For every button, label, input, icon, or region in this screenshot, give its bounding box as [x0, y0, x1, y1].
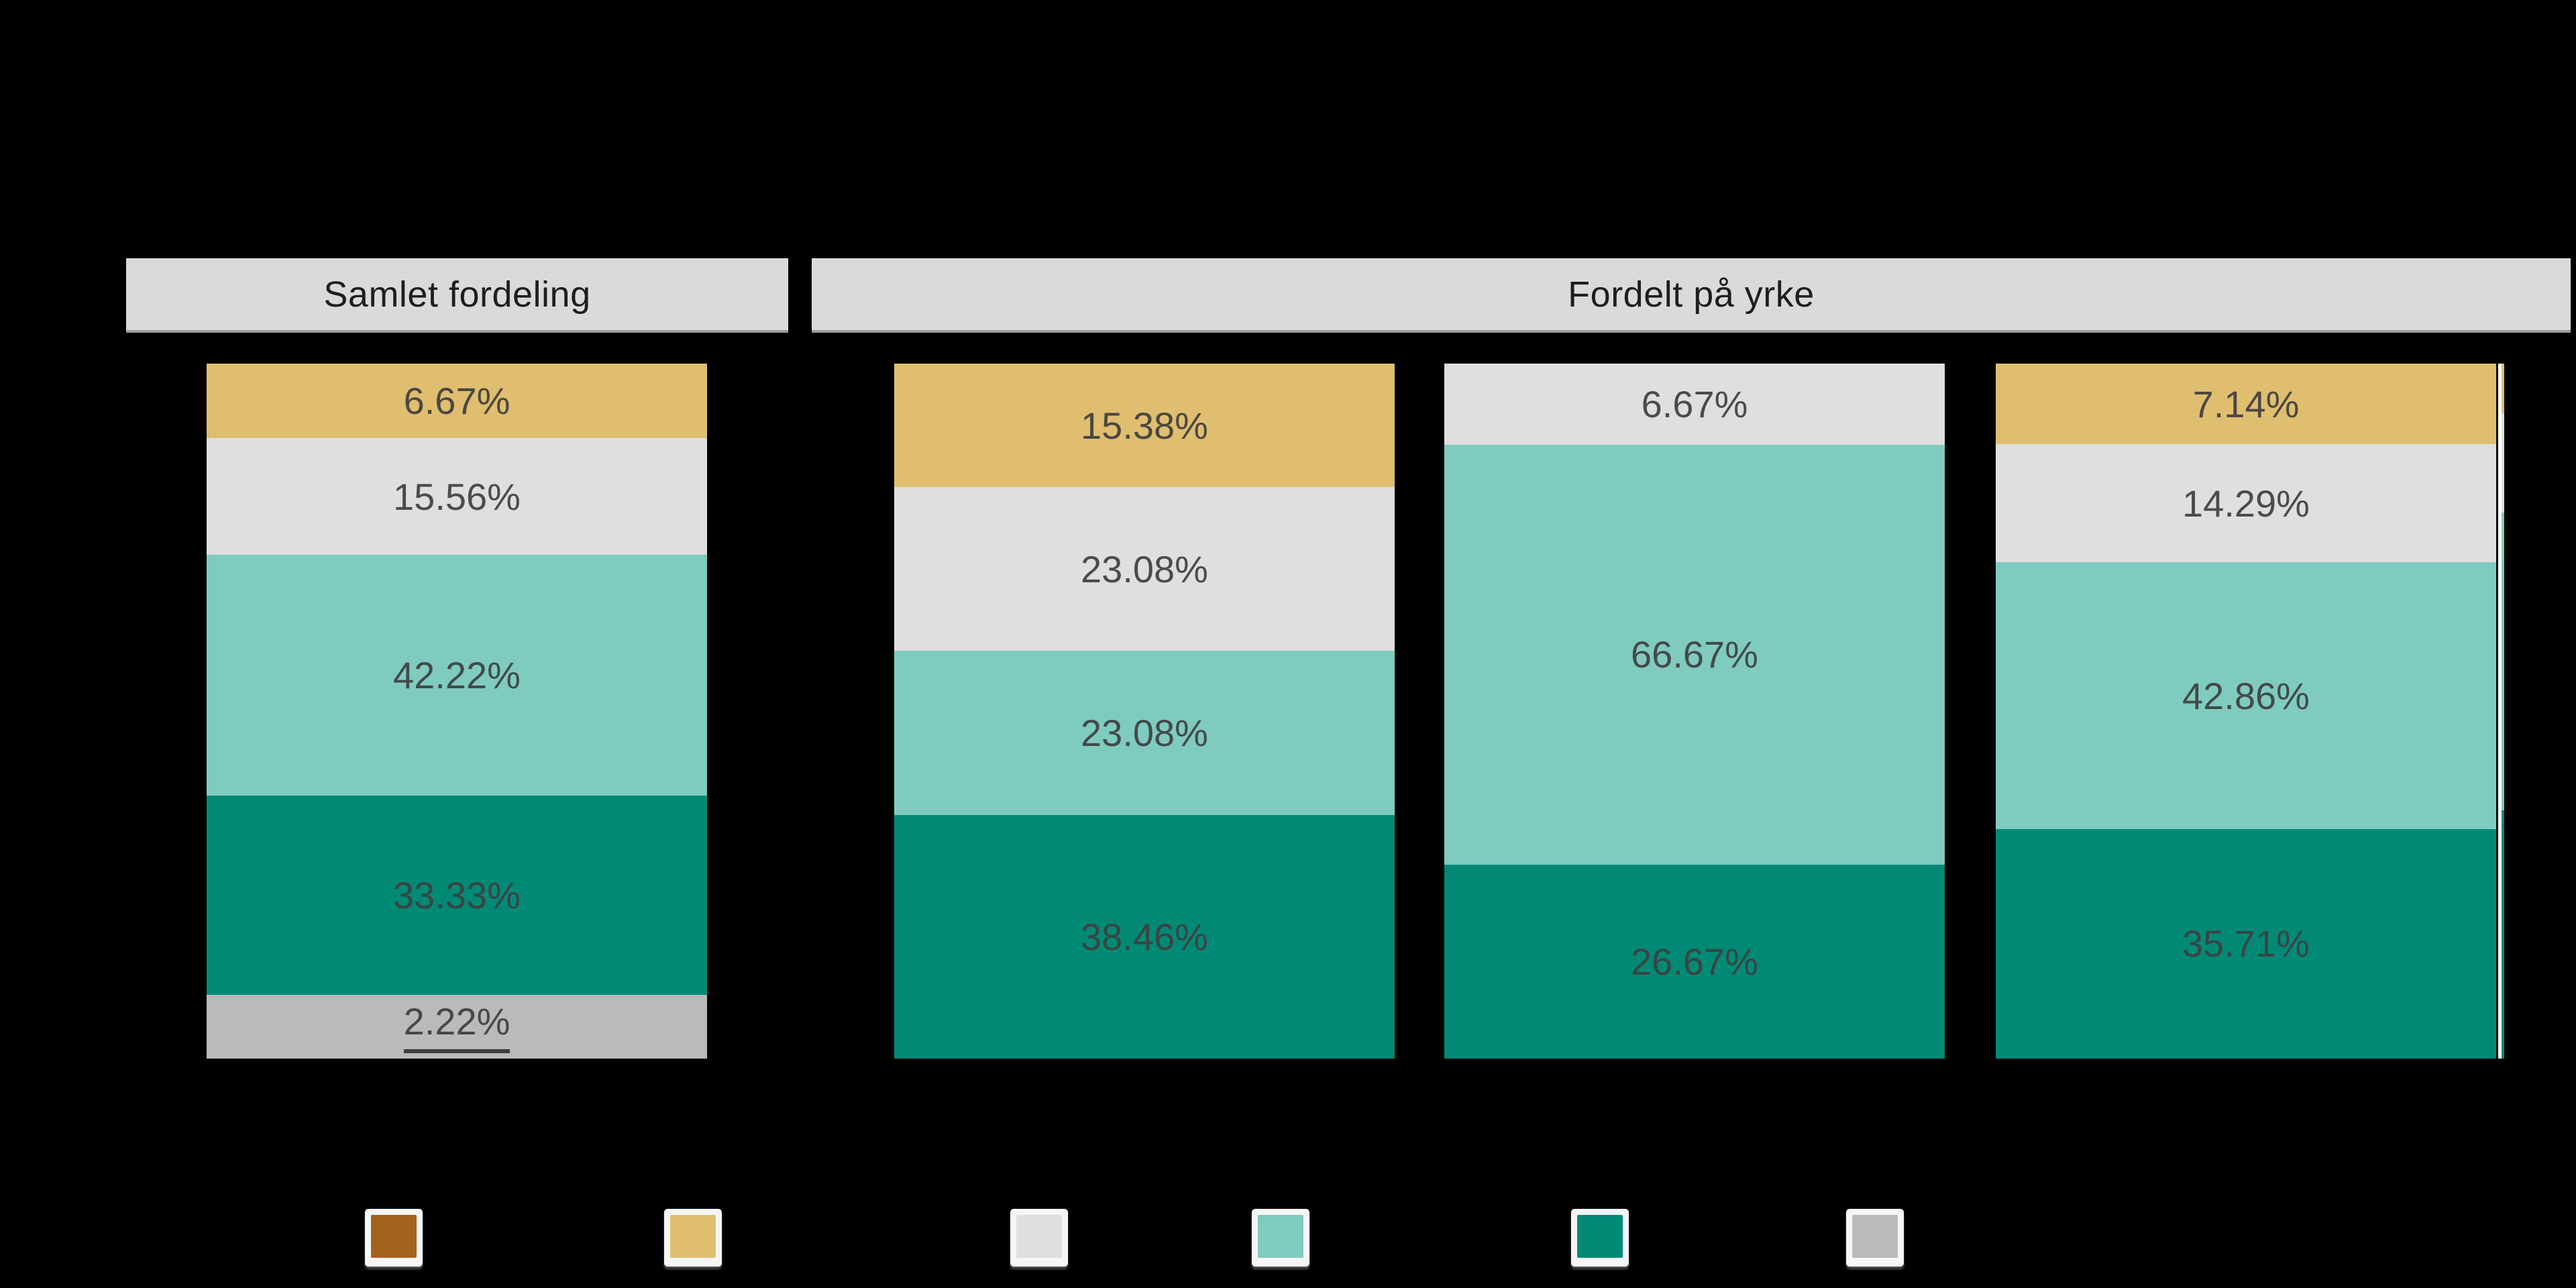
bar-segment-gold: 15.38%: [894, 364, 1395, 488]
legend-swatch-dark_teal: [1571, 1209, 1629, 1267]
panel-header-samlet-fordeling: Samlet fordeling: [126, 258, 788, 333]
legend-swatch-light_gray: [1010, 1209, 1068, 1267]
bar-segment-dark_teal: 38.46%: [894, 814, 1395, 1059]
sliver-segment-gold: [2502, 364, 2504, 413]
bar-total: 6.67% 15.56% 42.22% 33.33% 2.22%: [207, 364, 707, 1059]
segment-percent-label: 6.67%: [403, 380, 511, 423]
sliver-segment-dark_teal: [2502, 810, 2504, 1059]
segment-percent-label: 42.22%: [393, 653, 521, 696]
segment-percent-label: 15.56%: [393, 475, 521, 518]
bar-group-2: 6.67% 66.67% 26.67%: [1444, 364, 1945, 1059]
legend-swatch-silver: [1846, 1209, 1904, 1267]
segment-percent-label: 26.67%: [1631, 940, 1758, 983]
clipped-bar-sliver-stack: [2502, 364, 2504, 1059]
segment-percent-label: 35.71%: [2182, 922, 2310, 965]
legend-swatch-fill-teal: [1258, 1215, 1303, 1258]
bar-segment-silver: 2.22%: [207, 994, 707, 1059]
segment-percent-label: 33.33%: [393, 873, 521, 916]
legend-swatch-teal: [1252, 1209, 1309, 1267]
bar-segment-light_gray: 6.67%: [1444, 364, 1945, 445]
legend-swatch-fill-light_gray: [1016, 1215, 1062, 1258]
segment-percent-label: 14.29%: [2182, 482, 2310, 525]
sliver-segment-light_gray: [2502, 413, 2504, 513]
bar-segment-gold: 6.67%: [207, 364, 707, 439]
panel-header-fordelt-pa-yrke: Fordelt på yrke: [812, 258, 2571, 333]
segment-percent-label: 42.86%: [2182, 674, 2310, 717]
bar-segment-dark_teal: 33.33%: [207, 795, 707, 995]
segment-percent-label: 66.67%: [1631, 633, 1758, 676]
sliver-segment-teal: [2502, 513, 2504, 811]
bar-segment-teal: 42.86%: [1996, 562, 2496, 829]
segment-percent-label: 23.08%: [1081, 547, 1208, 590]
bar-segment-light_gray: 15.56%: [207, 438, 707, 555]
bar-group-3: 7.14% 14.29% 42.86% 35.71%: [1996, 364, 2496, 1059]
bar-segment-dark_teal: 35.71%: [1996, 828, 2496, 1059]
segment-percent-label: 15.38%: [1081, 404, 1208, 447]
clipped-bar-sliver: [2498, 364, 2504, 1059]
bar-segment-teal: 42.22%: [207, 554, 707, 796]
bar-segment-dark_teal: 26.67%: [1444, 864, 1945, 1059]
legend-swatch-gold: [664, 1209, 722, 1267]
bar-segment-gold: 7.14%: [1996, 364, 2496, 445]
legend-swatch-fill-dark_teal: [1577, 1215, 1623, 1258]
legend-swatch-fill-brown: [371, 1215, 417, 1258]
bar-segment-light_gray: 23.08%: [894, 487, 1395, 651]
bar-segment-teal: 66.67%: [1444, 445, 1945, 865]
legend-swatch-brown: [365, 1209, 423, 1267]
segment-percent-label: 6.67%: [1641, 383, 1748, 426]
segment-percent-label: 7.14%: [2192, 382, 2300, 425]
bar-segment-teal: 23.08%: [894, 651, 1395, 815]
segment-percent-label: 2.22%: [403, 1000, 511, 1054]
legend-swatch-fill-silver: [1852, 1215, 1898, 1258]
bar-segment-light_gray: 14.29%: [1996, 444, 2496, 563]
segment-percent-label: 23.08%: [1081, 711, 1208, 754]
legend-swatch-fill-gold: [670, 1215, 716, 1258]
bar-group-1: 15.38% 23.08% 23.08% 38.46%: [894, 364, 1395, 1059]
segment-percent-label: 38.46%: [1081, 915, 1208, 958]
